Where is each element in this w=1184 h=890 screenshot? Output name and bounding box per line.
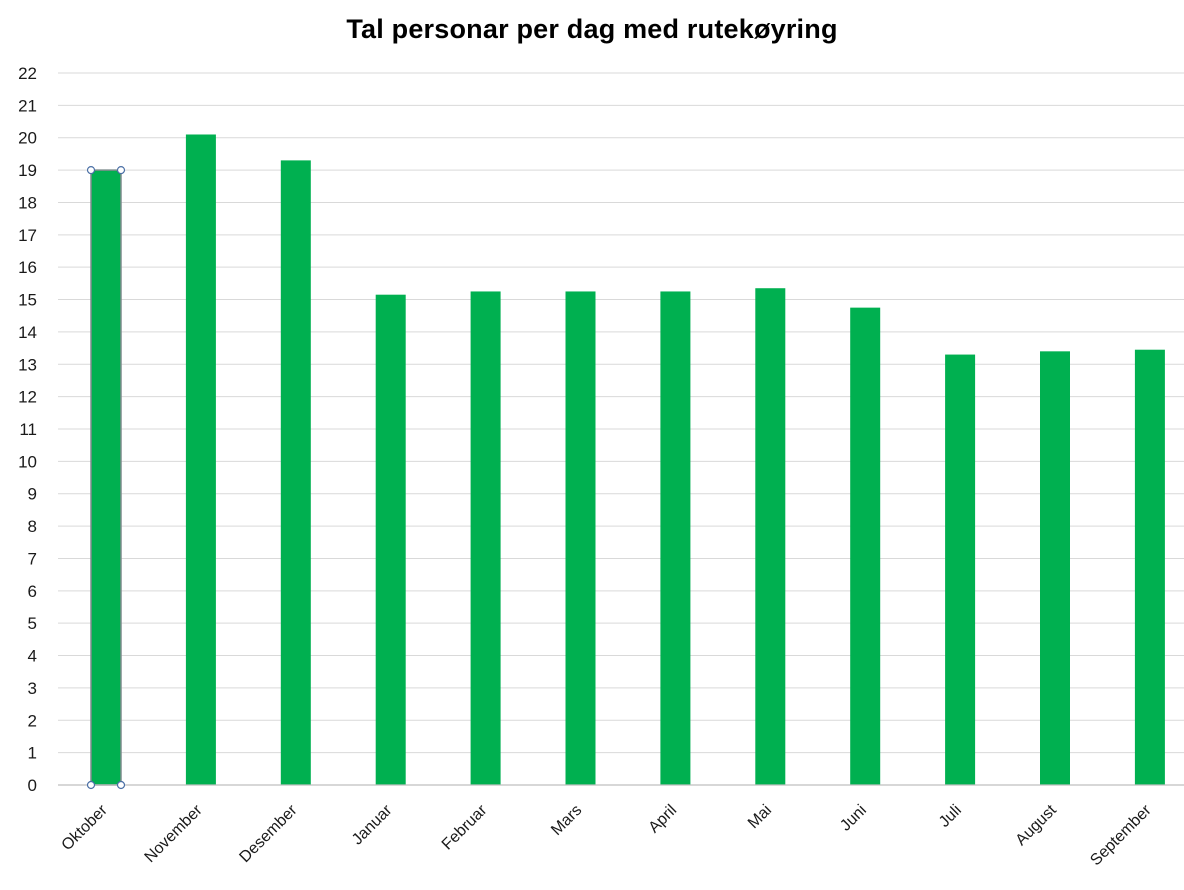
y-tick-label: 16 xyxy=(18,258,37,277)
bar-juli[interactable] xyxy=(945,354,976,785)
y-tick-label: 10 xyxy=(18,452,37,471)
y-tick-label: 6 xyxy=(28,582,37,601)
y-tick-label: 3 xyxy=(28,679,37,698)
y-tick-label: 0 xyxy=(28,776,37,795)
x-tick-label-juli: Juli xyxy=(936,802,965,831)
bar-mars[interactable] xyxy=(565,291,596,785)
y-tick-label: 8 xyxy=(28,517,37,536)
y-tick-label: 7 xyxy=(28,549,37,568)
y-tick-label: 5 xyxy=(28,614,37,633)
bar-januar[interactable] xyxy=(375,294,406,785)
x-axis-tick-labels: Oktober November Desember Januar Februar Mars… xyxy=(59,801,1156,869)
selection-handle[interactable] xyxy=(116,165,126,175)
y-tick-label: 22 xyxy=(18,64,37,83)
x-tick-label-september: September xyxy=(1087,801,1155,869)
bar-april[interactable] xyxy=(660,291,691,785)
y-tick-label: 17 xyxy=(18,226,37,245)
chart-title: Tal personar per dag med rutekøyring xyxy=(346,14,838,44)
y-tick-label: 2 xyxy=(28,711,37,730)
x-tick-label-mai: Mai xyxy=(745,802,775,832)
gridlines xyxy=(58,72,1184,754)
bar-august[interactable] xyxy=(1040,351,1070,785)
x-tick-label-juni: Juni xyxy=(837,802,870,835)
y-tick-label: 9 xyxy=(28,485,37,504)
y-tick-label: 11 xyxy=(19,420,37,439)
bar-oktober[interactable] xyxy=(90,169,122,786)
selection-handle[interactable] xyxy=(86,165,96,175)
x-tick-label-februar: Februar xyxy=(439,801,491,853)
selection-handle[interactable] xyxy=(116,780,126,790)
bar-september[interactable] xyxy=(1134,349,1165,785)
bar-juni[interactable] xyxy=(850,307,881,785)
y-tick-label: 18 xyxy=(18,193,37,212)
x-tick-label-januar: Januar xyxy=(349,801,396,848)
y-tick-label: 19 xyxy=(18,161,37,180)
x-tick-label-august: August xyxy=(1013,801,1061,849)
y-tick-label: 14 xyxy=(18,323,37,342)
bar-desember[interactable] xyxy=(280,160,311,785)
y-tick-label: 12 xyxy=(18,388,37,407)
x-tick-label-desember: Desember xyxy=(236,801,301,866)
y-tick-label: 4 xyxy=(28,647,37,666)
y-tick-label: 21 xyxy=(18,96,37,115)
y-tick-label: 20 xyxy=(18,129,37,148)
y-tick-label: 1 xyxy=(28,744,37,763)
selection-handle[interactable] xyxy=(86,780,96,790)
y-tick-label: 13 xyxy=(18,355,37,374)
bar-februar[interactable] xyxy=(470,291,501,785)
x-tick-label-mars: Mars xyxy=(548,802,585,839)
selection-handles xyxy=(86,165,126,790)
y-tick-label: 15 xyxy=(18,291,37,310)
x-tick-label-november: November xyxy=(142,801,207,866)
x-tick-label-oktober: Oktober xyxy=(59,801,112,854)
bar-mai[interactable] xyxy=(755,288,786,785)
x-tick-label-april: April xyxy=(646,802,681,837)
bars xyxy=(90,134,1165,786)
bar-november[interactable] xyxy=(185,134,216,785)
